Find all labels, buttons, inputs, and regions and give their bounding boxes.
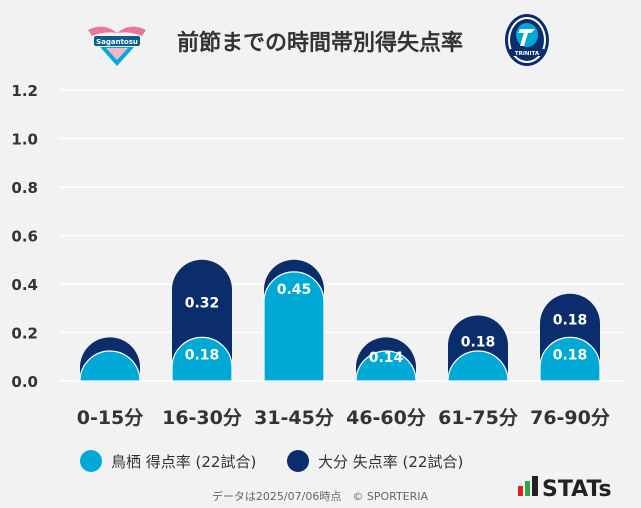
gridlines [60, 89, 625, 382]
stats-brand-text: STATs [542, 477, 612, 502]
data-label-scored: 0.18 [553, 347, 588, 363]
bar-scored [355, 350, 417, 382]
sagan-tosu-logo: Sagantosu [88, 26, 146, 66]
data-label-conceded: 0.14 [369, 350, 404, 366]
legend-marker-scored [80, 450, 102, 472]
x-tick-label: 61-75分 [438, 407, 518, 429]
chart-title: 前節までの時間帯別得失点率 [177, 30, 463, 56]
legend: 鳥栖 得点率 (22試合) 大分 失点率 (22試合) [80, 450, 463, 472]
bar-scored [79, 350, 141, 382]
stats-brand: STATs [518, 476, 612, 502]
legend-label-conceded: 大分 失点率 (22試合) [318, 453, 463, 471]
oita-trinita-logo: TRINITA [505, 14, 549, 66]
sagan-tosu-logo-right-wing [117, 26, 146, 36]
y-tick-label: 1.2 [11, 82, 38, 100]
oita-trinita-logo-band [510, 49, 544, 56]
y-tick-label: 0.6 [11, 228, 38, 246]
oita-trinita-logo-wordmark: TRINITA [515, 51, 540, 57]
sagan-tosu-logo-band [94, 36, 140, 46]
y-tick-label: 1.0 [11, 131, 38, 149]
bars: 0.18 0.32 0.45 0.14 0.18 0.18 0.18 [79, 259, 601, 382]
oita-trinita-logo-mark [518, 29, 535, 46]
bar-scored [539, 336, 601, 382]
x-tick-label: 76-90分 [530, 407, 610, 429]
footer-note: データは2025/07/06時点 © SPORTERIA [212, 489, 429, 503]
sagan-tosu-logo-left-wing [88, 26, 117, 36]
stats-logo-bar-green [525, 481, 530, 496]
y-tick-label: 0.2 [11, 325, 38, 343]
bar-scored [447, 350, 509, 382]
data-label-scored: 0.45 [277, 282, 312, 298]
y-tick-label: 0.4 [11, 276, 38, 294]
data-label-conceded: 0.18 [553, 313, 588, 329]
x-axis-ticks: 0-15分 16-30分 31-45分 46-60分 61-75分 76-90分 [77, 407, 610, 429]
legend-label-scored: 鳥栖 得点率 (22試合) [111, 453, 256, 471]
bar-scored [171, 336, 233, 382]
stats-logo-bar-red [518, 486, 523, 496]
y-tick-label: 0.8 [11, 179, 38, 197]
stats-logo-bar-dark [532, 476, 538, 496]
y-tick-label: 0.0 [11, 373, 38, 391]
bar-scored [263, 271, 325, 382]
x-tick-label: 0-15分 [77, 407, 144, 429]
legend-marker-conceded [287, 450, 309, 472]
y-axis-ticks: 0.0 0.2 0.4 0.6 0.8 1.0 1.2 [11, 82, 38, 391]
sagan-tosu-logo-wordmark: Sagantosu [96, 38, 138, 46]
data-label-conceded: 0.32 [185, 296, 220, 312]
sagan-tosu-logo-shield-inner [106, 48, 128, 60]
data-label-conceded: 0.18 [461, 334, 496, 350]
x-tick-label: 46-60分 [346, 407, 426, 429]
x-tick-label: 31-45分 [254, 407, 334, 429]
data-label-scored: 0.18 [185, 347, 220, 363]
x-tick-label: 16-30分 [162, 407, 242, 429]
